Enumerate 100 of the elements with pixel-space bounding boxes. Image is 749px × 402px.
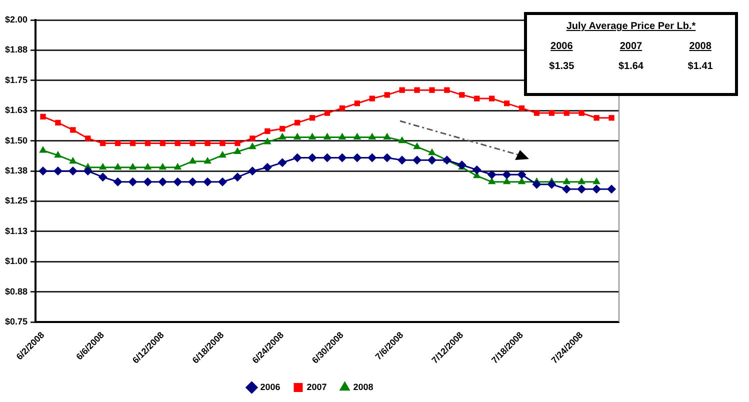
point: [83, 166, 92, 176]
point: [368, 153, 377, 162]
point: [188, 177, 198, 186]
point: [427, 156, 436, 165]
point: [457, 160, 466, 170]
point: [218, 150, 226, 158]
legend-label: 2008: [353, 382, 374, 392]
point: [264, 138, 272, 144]
annotation: $1.35: [549, 61, 574, 72]
point: [562, 177, 571, 184]
point: [68, 166, 78, 176]
point: [577, 184, 586, 194]
point: [173, 177, 182, 186]
point: [323, 132, 332, 140]
point: [488, 177, 496, 184]
point: [100, 140, 106, 146]
point: [204, 156, 212, 164]
point: [114, 140, 121, 146]
point: [594, 115, 600, 121]
point: [592, 184, 602, 194]
point: [398, 156, 407, 165]
y-tick-label: $0.88: [4, 286, 28, 296]
point: [592, 177, 600, 184]
point: [39, 146, 47, 153]
point: [547, 180, 556, 189]
point: [338, 153, 347, 162]
point: [532, 180, 542, 189]
point: [308, 132, 316, 140]
point: [368, 132, 376, 140]
point: [190, 140, 196, 146]
y-tick-label: $1.75: [4, 74, 28, 85]
point: [144, 162, 152, 170]
point: [324, 110, 330, 116]
point: [218, 177, 228, 186]
point: [264, 128, 270, 134]
point: [534, 110, 540, 116]
point: [504, 100, 510, 106]
point: [309, 115, 316, 121]
point: [144, 140, 151, 146]
point: [114, 162, 122, 170]
point: [442, 156, 452, 165]
point: [38, 166, 48, 176]
point: [308, 153, 317, 162]
point: [158, 177, 168, 186]
point: [293, 132, 302, 140]
point: [474, 96, 480, 102]
point: [578, 177, 586, 184]
point: [70, 127, 76, 133]
point: [128, 162, 137, 170]
point: [502, 170, 512, 180]
point: [412, 156, 422, 165]
point: [414, 87, 420, 93]
point: [339, 105, 346, 112]
point: [234, 147, 242, 154]
legend-label: 2007: [306, 382, 327, 392]
point: [248, 142, 256, 150]
point: [204, 140, 210, 146]
point: [354, 100, 360, 106]
point: [398, 136, 406, 144]
point: [55, 120, 61, 126]
text: $1.41: [688, 61, 713, 72]
point: [54, 150, 62, 158]
point: [278, 132, 286, 140]
point: [383, 132, 391, 140]
point: [262, 162, 272, 172]
point: [548, 110, 555, 116]
point: [143, 177, 152, 186]
point: [517, 170, 526, 180]
point: [85, 136, 91, 142]
point: [248, 166, 257, 176]
point: [174, 140, 180, 146]
point: [428, 148, 436, 156]
point: [369, 96, 375, 102]
point: [352, 153, 362, 162]
y-tick-label: $1.13: [4, 226, 28, 236]
point: [69, 156, 77, 164]
point: [562, 184, 572, 194]
point: [608, 115, 614, 121]
point: [232, 172, 242, 182]
y-tick-label: $1.63: [4, 105, 28, 116]
point: [98, 172, 108, 182]
point: [203, 177, 212, 186]
y-tick-label: $2.00: [4, 14, 28, 24]
point: [234, 140, 240, 146]
point: [338, 132, 346, 140]
point: [220, 140, 226, 146]
point: [98, 162, 107, 170]
point: [472, 165, 482, 174]
legend-label: 2006: [260, 382, 280, 392]
annotation: 2006: [550, 41, 573, 52]
point: [444, 87, 450, 93]
point: [158, 162, 167, 170]
y-tick-label: $1.38: [4, 166, 28, 176]
annotation: $1.64: [618, 61, 644, 72]
point: [459, 92, 465, 98]
point: [278, 158, 287, 168]
point: [128, 177, 138, 186]
point: [413, 142, 421, 150]
y-tick-label: $1.50: [4, 135, 28, 146]
point: [294, 120, 300, 126]
